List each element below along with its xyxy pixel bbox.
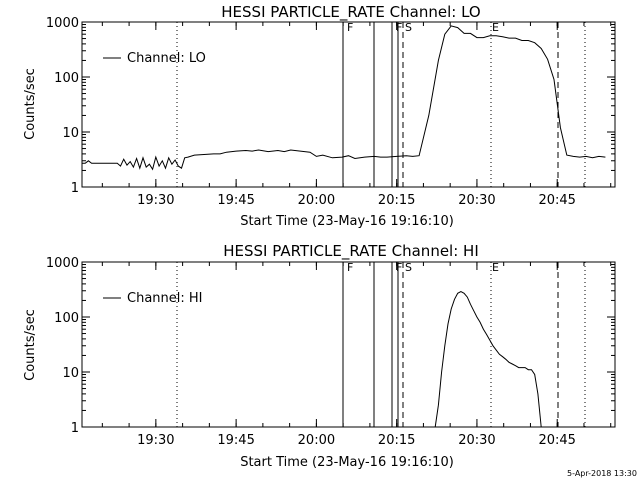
plot-frame-hi [81, 261, 616, 428]
y-tick-label-lo: 1000 [46, 16, 79, 31]
event-marker-lo: E [492, 21, 499, 34]
x-tick-label-lo: 20:15 [378, 193, 415, 208]
event-marker-lo: F [347, 21, 353, 34]
x-tick-label-lo: 20:00 [298, 193, 335, 208]
y-axis-label-lo: Counts/sec [23, 68, 38, 140]
y-tick-label-lo: 1 [71, 181, 79, 196]
event-marker-hi: F [396, 261, 402, 274]
event-marker-hi: E [492, 261, 499, 274]
series-line-hi [434, 291, 554, 428]
ticks-lo: 19:30 19:45 20:00 20:15 20:30 20:45 1 10 100 1000 [46, 16, 615, 208]
x-axis-label-lo: Start Time (23-May-16 19:16:10) [240, 214, 454, 229]
event-marker-hi: F [347, 261, 353, 274]
x-tick-label-lo: 20:30 [458, 193, 495, 208]
x-tick-label-hi: 19:30 [137, 433, 174, 448]
x-tick-label-hi: 20:15 [378, 433, 415, 448]
legend-label-lo: Channel: LO [127, 51, 206, 66]
footer-timestamp: 5-Apr-2018 13:30 [567, 469, 637, 478]
y-tick-label-hi: 1000 [46, 256, 79, 271]
y-tick-label-lo: 100 [54, 71, 79, 86]
x-tick-label-lo: 20:45 [538, 193, 575, 208]
event-marker-lo: S [405, 21, 412, 34]
panel-hi: HESSI PARTICLE_RATE Channel: HI Counts/s… [23, 242, 616, 470]
event-marker-lo: F [396, 21, 402, 34]
chart-title-hi: HESSI PARTICLE_RATE Channel: HI [223, 242, 479, 261]
x-tick-label-hi: 20:30 [458, 433, 495, 448]
chart-title-lo: HESSI PARTICLE_RATE Channel: LO [221, 3, 480, 22]
ticks-hi: 19:30 19:45 20:00 20:15 20:30 20:45 1 10 100 1000 [46, 256, 615, 448]
panel-lo: HESSI PARTICLE_RATE Channel: LO Counts/s… [23, 3, 616, 229]
x-tick-label-lo: 19:45 [217, 193, 254, 208]
event-marker-hi: S [405, 261, 412, 274]
x-tick-label-hi: 19:45 [217, 433, 254, 448]
series-line-lo [82, 25, 606, 171]
x-axis-label-hi: Start Time (23-May-16 19:16:10) [240, 455, 454, 470]
x-tick-label-lo: 19:30 [137, 193, 174, 208]
y-tick-label-hi: 100 [54, 311, 79, 326]
y-axis-label-hi: Counts/sec [23, 309, 38, 381]
y-tick-label-lo: 10 [62, 126, 79, 141]
x-tick-label-hi: 20:45 [538, 433, 575, 448]
plot-frame-lo [81, 21, 616, 188]
legend-label-hi: Channel: HI [127, 291, 203, 306]
x-tick-label-hi: 20:00 [298, 433, 335, 448]
y-tick-label-hi: 1 [71, 421, 79, 436]
y-tick-label-hi: 10 [62, 366, 79, 381]
